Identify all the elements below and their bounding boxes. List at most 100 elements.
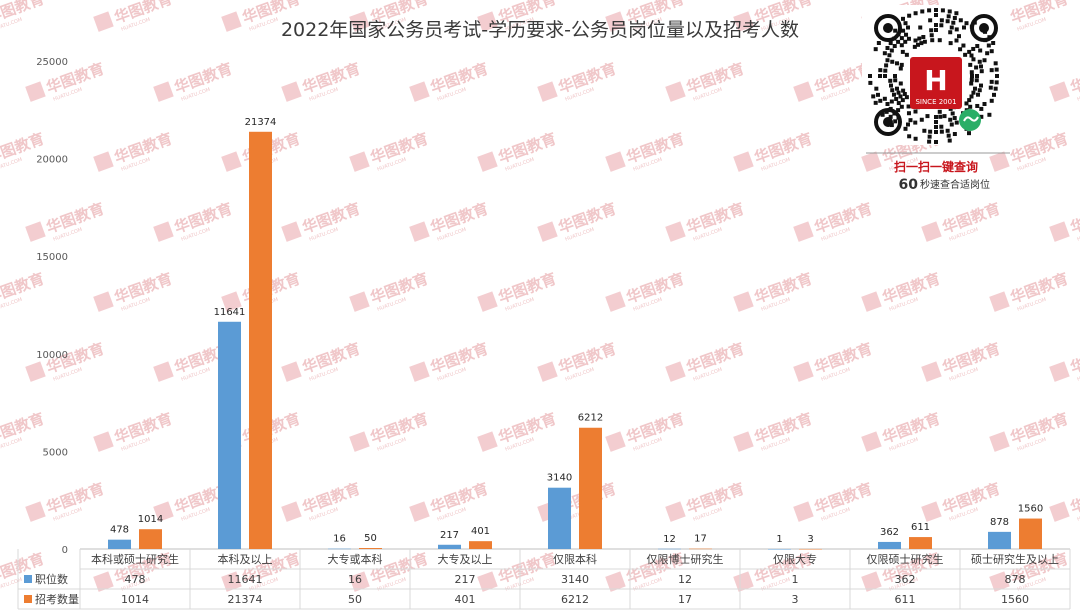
qr-module xyxy=(892,44,897,49)
y-tick-label: 0 xyxy=(62,545,68,556)
qr-module xyxy=(978,83,983,88)
watermark-logo-icon xyxy=(25,81,46,102)
qr-module xyxy=(883,68,888,73)
qr-module xyxy=(986,43,991,48)
watermark-logo-icon xyxy=(221,291,242,312)
qr-module xyxy=(885,102,890,106)
qr-module xyxy=(934,8,938,12)
qr-module xyxy=(882,51,887,56)
qr-module xyxy=(934,130,938,134)
watermark-logo-icon xyxy=(733,291,754,312)
qr-module xyxy=(951,20,956,25)
qr-module xyxy=(977,59,982,64)
qr-module xyxy=(873,100,878,105)
watermark-logo-icon xyxy=(281,81,302,102)
qr-module xyxy=(919,117,924,122)
table-cell: 3 xyxy=(792,593,799,606)
qr-module xyxy=(979,106,984,111)
qr-module xyxy=(989,79,994,84)
qr-module xyxy=(899,43,904,48)
watermark-logo-icon xyxy=(409,361,430,382)
watermark-logo-icon xyxy=(861,151,882,172)
watermark-text: 华图教育 xyxy=(1068,479,1080,516)
qr-module xyxy=(958,47,963,52)
qr-module xyxy=(878,98,883,103)
qr-module xyxy=(913,38,918,43)
data-label: 401 xyxy=(471,526,490,537)
qr-module xyxy=(978,64,983,69)
qr-module xyxy=(937,38,942,43)
watermark-logo-icon xyxy=(793,221,814,242)
y-tick-label: 20000 xyxy=(36,155,68,166)
qr-module xyxy=(964,101,969,106)
qr-module xyxy=(895,86,900,91)
qr-module xyxy=(894,97,899,101)
data-label: 16 xyxy=(333,534,346,545)
qr-module xyxy=(995,74,999,78)
bar-positions xyxy=(328,548,351,550)
qr-module xyxy=(899,104,904,109)
qr-module xyxy=(948,41,953,46)
qr-module xyxy=(930,38,935,43)
data-label: 3 xyxy=(807,534,813,545)
qr-module xyxy=(949,122,954,127)
watermark-logo-icon xyxy=(605,571,626,592)
qr-module xyxy=(874,86,879,91)
qr-module xyxy=(969,70,974,75)
watermark-logo-icon xyxy=(153,221,174,242)
data-label: 478 xyxy=(110,525,129,536)
qr-module xyxy=(993,61,998,66)
qr-caption: 扫一扫一键查询 xyxy=(894,159,978,174)
logo-since: SINCE 2001 xyxy=(915,98,956,106)
qr-module xyxy=(899,36,904,41)
watermark-logo-icon xyxy=(153,81,174,102)
data-label: 362 xyxy=(880,527,899,538)
qr-module xyxy=(975,44,980,49)
logo-badge xyxy=(910,57,962,109)
bar-applicants xyxy=(249,131,272,549)
category-label: 仅限硕士研究生 xyxy=(867,552,944,566)
watermark-logo-icon xyxy=(793,501,814,522)
qr-module xyxy=(906,111,911,116)
bar-applicants xyxy=(689,548,712,550)
qr-module xyxy=(972,86,977,91)
qr-module xyxy=(889,48,894,53)
data-label: 1 xyxy=(776,534,782,545)
qr-module xyxy=(977,88,982,93)
table-cell: 217 xyxy=(455,573,476,586)
qr-module xyxy=(917,36,922,41)
bar-positions xyxy=(438,544,461,549)
watermark-logo-icon xyxy=(477,291,498,312)
qr-module xyxy=(893,28,898,33)
qr-module xyxy=(888,78,893,83)
watermark-logo-icon xyxy=(605,291,626,312)
table-cell: 1560 xyxy=(1001,593,1029,606)
logo-mark-icon: H xyxy=(924,64,947,97)
bar-positions xyxy=(878,541,901,549)
qr-module xyxy=(913,120,918,125)
table-cell: 878 xyxy=(1005,573,1026,586)
qr-module xyxy=(946,133,951,138)
legend-swatch xyxy=(24,575,32,583)
bar-positions xyxy=(768,548,791,550)
watermark-logo-icon xyxy=(989,291,1010,312)
qr-module xyxy=(947,9,952,14)
qr-module xyxy=(885,58,890,63)
qr-module xyxy=(992,92,997,97)
